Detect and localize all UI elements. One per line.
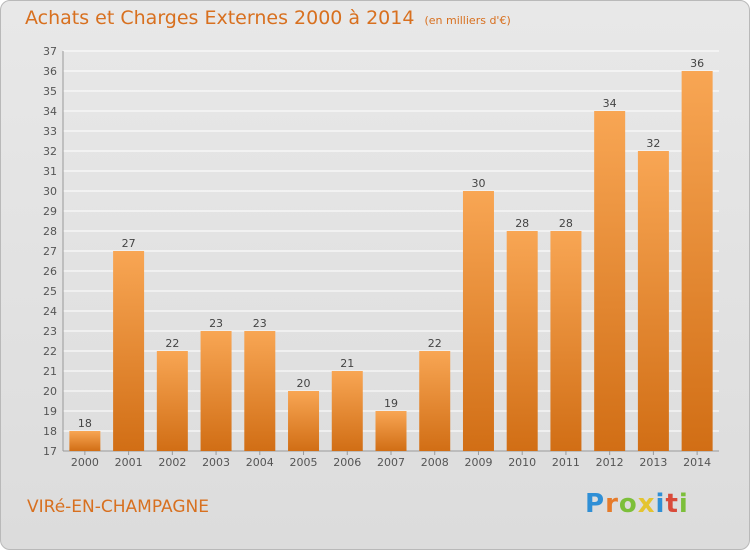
- x-tick-label: 2002: [158, 456, 186, 469]
- x-tick-label: 2008: [421, 456, 449, 469]
- y-tick-label: 21: [43, 365, 57, 378]
- bar-value-label: 19: [384, 397, 398, 410]
- bar-value-label: 28: [559, 217, 573, 230]
- bar-value-label: 21: [340, 357, 354, 370]
- y-tick-label: 29: [43, 205, 57, 218]
- y-tick-label: 32: [43, 145, 57, 158]
- y-tick-label: 20: [43, 385, 57, 398]
- bar: [244, 331, 276, 451]
- x-tick-label: 2011: [552, 456, 580, 469]
- bar-value-label: 23: [253, 317, 267, 330]
- y-tick-label: 17: [43, 445, 57, 458]
- bar: [594, 111, 626, 451]
- chart-title: Achats et Charges Externes 2000 à 2014: [25, 7, 415, 29]
- x-tick-label: 2003: [202, 456, 230, 469]
- y-tick-label: 25: [43, 285, 57, 298]
- y-tick-label: 24: [43, 305, 57, 318]
- y-tick-label: 37: [43, 45, 57, 58]
- bar-value-label: 32: [646, 137, 660, 150]
- bar: [462, 191, 494, 451]
- x-tick-label: 2006: [333, 456, 361, 469]
- bar-value-label: 36: [690, 57, 704, 70]
- bar: [637, 151, 669, 451]
- bar: [288, 391, 320, 451]
- x-tick-label: 2000: [71, 456, 99, 469]
- proxiti-logo[interactable]: Proxiti: [585, 489, 689, 519]
- bar: [331, 371, 363, 451]
- bar-value-label: 20: [297, 377, 311, 390]
- x-tick-label: 2014: [683, 456, 711, 469]
- y-tick-label: 22: [43, 345, 57, 358]
- bar: [681, 71, 713, 451]
- y-tick-label: 30: [43, 185, 57, 198]
- bar-value-label: 22: [165, 337, 179, 350]
- x-tick-label: 2010: [508, 456, 536, 469]
- bar-value-label: 22: [428, 337, 442, 350]
- y-tick-label: 36: [43, 65, 57, 78]
- bar-value-label: 30: [471, 177, 485, 190]
- bar-value-label: 34: [603, 97, 617, 110]
- bar: [156, 351, 188, 451]
- y-tick-label: 34: [43, 105, 57, 118]
- x-tick-label: 2009: [464, 456, 492, 469]
- x-tick-label: 2007: [377, 456, 405, 469]
- x-tick-label: 2004: [246, 456, 274, 469]
- y-tick-label: 27: [43, 245, 57, 258]
- bar-value-label: 27: [122, 237, 136, 250]
- y-tick-label: 35: [43, 85, 57, 98]
- x-tick-label: 2005: [290, 456, 318, 469]
- chart-title-row: Achats et Charges Externes 2000 à 2014 (e…: [25, 7, 511, 29]
- bar-value-label: 23: [209, 317, 223, 330]
- y-tick-label: 18: [43, 425, 57, 438]
- bar-value-label: 28: [515, 217, 529, 230]
- chart-subtitle: (en milliers d'€): [424, 14, 511, 27]
- y-tick-label: 23: [43, 325, 57, 338]
- x-tick-label: 2012: [596, 456, 624, 469]
- bar: [550, 231, 582, 451]
- bar: [69, 431, 101, 451]
- bar: [200, 331, 232, 451]
- x-tick-label: 2013: [639, 456, 667, 469]
- y-tick-label: 33: [43, 125, 57, 138]
- bar: [506, 231, 538, 451]
- x-tick-label: 2001: [115, 456, 143, 469]
- commune-name: VIRé-EN-CHAMPAGNE: [27, 497, 209, 517]
- y-tick-label: 19: [43, 405, 57, 418]
- bar: [419, 351, 451, 451]
- bar: [375, 411, 407, 451]
- y-tick-label: 26: [43, 265, 57, 278]
- y-tick-label: 31: [43, 165, 57, 178]
- bar-value-label: 18: [78, 417, 92, 430]
- y-tick-label: 28: [43, 225, 57, 238]
- bar: [113, 251, 145, 451]
